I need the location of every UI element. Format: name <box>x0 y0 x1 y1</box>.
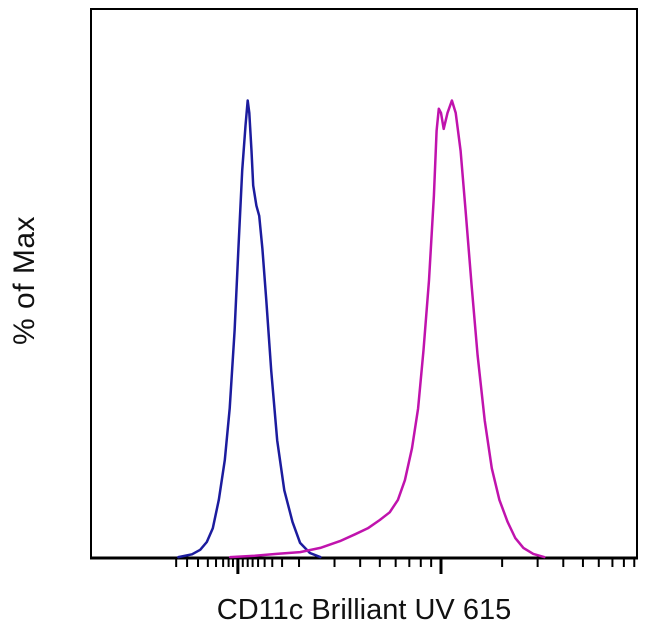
magenta-curve <box>228 99 546 559</box>
plot-border <box>90 8 638 559</box>
blue-curve <box>177 99 322 559</box>
x-axis-label: CD11c Brilliant UV 615 <box>216 594 512 626</box>
x-axis-ticks <box>175 559 636 574</box>
